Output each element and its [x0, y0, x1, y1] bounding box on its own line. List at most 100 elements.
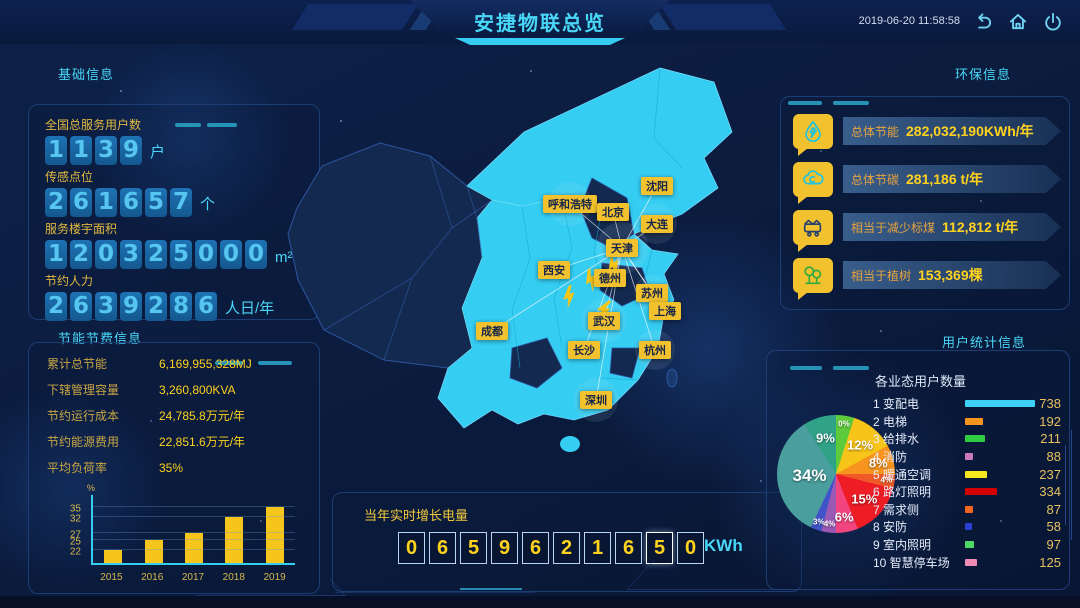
city-label: 杭州	[639, 341, 671, 359]
header-stripe	[659, 4, 787, 30]
legend-name: 8 安防	[873, 520, 908, 535]
pie-label: 34%	[792, 465, 827, 485]
decor-dash	[833, 101, 869, 105]
pie-label: 4%	[823, 519, 836, 529]
x-label: 2016	[141, 572, 164, 583]
energy-label: 累计总节能	[47, 357, 108, 371]
legend-row: 4 消防 88	[873, 448, 1061, 466]
digit-tile: 6	[120, 188, 142, 217]
city-label: 北京	[597, 203, 629, 221]
bar	[184, 533, 203, 563]
gridline	[93, 506, 295, 507]
digit-tile: 3	[95, 136, 117, 165]
pie-label: 3%	[813, 517, 825, 527]
env-value: 282,032,190KWh/年	[906, 123, 1034, 139]
legend-value: 87	[1046, 501, 1061, 517]
decor-dash	[833, 366, 869, 370]
power-icon[interactable]	[1042, 10, 1064, 32]
energy-value: 3,260,800KVA	[159, 382, 236, 397]
decor-dash	[790, 366, 822, 370]
china-map: 呼和浩特 沈阳 北京 大连 天津 西安 德州 苏州 上海 成都 武汉 长沙 杭州 深圳	[262, 48, 762, 478]
env-row: 总体节能 282,032,190KWh/年	[793, 107, 1061, 156]
growth-counter-frame	[332, 492, 802, 592]
map-borders-west	[323, 155, 493, 361]
digit-display: 2 6 3 9 2 8 6 人日/年	[45, 292, 319, 321]
x-axis-labels: 2015 2016 2017 2018 2019	[91, 572, 295, 583]
legend-color-bar	[965, 488, 997, 496]
city-label: 大连	[641, 215, 673, 233]
env-banner: 相当于植树 153,369棵	[843, 261, 1061, 289]
timestamp: 2019-06-20 11:58:58	[858, 15, 960, 27]
y-tick: 35	[69, 503, 81, 515]
digit-tile: 1	[45, 136, 67, 165]
energy-row: 下辖管理容量 3,260,800KVA	[47, 381, 309, 398]
growth-counter-label: 当年实时增长电量	[364, 508, 469, 523]
stat-unit: 人日/年	[225, 300, 275, 317]
digit-tile: 5	[646, 532, 673, 564]
digit-display: 1 2 0 3 2 5 0 0 0 m²	[45, 240, 319, 269]
digit-tile: 2	[145, 240, 167, 269]
digit-tile: 1	[70, 136, 92, 165]
digit-tile: 1	[95, 188, 117, 217]
tree-icon	[793, 257, 833, 300]
energy-drop-icon	[793, 113, 833, 156]
energy-value: 35%	[159, 460, 184, 475]
digit-tile: 5	[145, 188, 167, 217]
decor-dash	[788, 101, 822, 105]
back-icon[interactable]	[972, 10, 994, 32]
bar-plot	[91, 495, 295, 565]
digit-tile: 0	[245, 240, 267, 269]
stat-labor-saved: 节约人力 2 6 3 9 2 8 6 人日/年	[45, 272, 319, 321]
legend-value: 58	[1046, 519, 1061, 535]
legend-value: 88	[1046, 449, 1061, 465]
pie-label: 6%	[834, 509, 854, 525]
decor-dash	[460, 588, 522, 590]
x-label: 2019	[263, 572, 286, 583]
pie-label: 15%	[851, 491, 878, 507]
digit-tile: 2	[145, 292, 167, 321]
digit-tile: 9	[120, 292, 142, 321]
x-label: 2015	[100, 572, 123, 583]
city-label: 长沙	[568, 341, 600, 359]
energy-row: 节约运行成本 24,785.8万元/年	[47, 407, 309, 424]
digit-tile: 5	[460, 532, 487, 564]
home-icon[interactable]	[1007, 10, 1029, 32]
env-info-panel: 总体节能 282,032,190KWh/年 总体节碳 281,186 t/年	[780, 96, 1070, 310]
stat-label: 全国总服务用户数	[45, 118, 142, 132]
energy-row: 累计总节能 6,169,955,328MJ	[47, 355, 309, 372]
env-value: 281,186 t/年	[906, 171, 984, 187]
coal-cart-icon	[793, 209, 833, 252]
title-underline	[455, 38, 625, 45]
energy-value: 24,785.8万元/年	[159, 409, 246, 423]
env-banner: 总体节碳 281,186 t/年	[843, 165, 1061, 193]
digit-tile: 3	[95, 292, 117, 321]
decor-dash	[175, 123, 201, 127]
pie-label: 12%	[847, 437, 874, 453]
legend-name: 10 智慧停车场	[873, 555, 950, 570]
legend-color-bar	[965, 558, 977, 566]
stat-label: 传感点位	[45, 170, 94, 184]
digit-tile: 0	[95, 240, 117, 269]
decor-line	[335, 592, 535, 593]
digit-tile: 8	[170, 292, 192, 321]
decor-line	[179, 578, 347, 596]
decor-dash	[215, 361, 243, 365]
energy-label: 平均负荷率	[47, 461, 108, 475]
legend-value: 237	[1039, 466, 1061, 482]
stat-building-area: 服务楼宇面积 1 2 0 3 2 5 0 0 0 m²	[45, 220, 319, 269]
gridline	[93, 539, 295, 540]
stat-label: 节约人力	[45, 274, 94, 288]
digit-tile: 2	[45, 188, 67, 217]
legend-color-bar	[965, 470, 987, 478]
legend-name: 5 暖通空调	[873, 467, 932, 482]
title-background	[410, 0, 670, 36]
legend-name: 7 需求侧	[873, 502, 920, 517]
digit-tile: 1	[584, 532, 611, 564]
city-label: 深圳	[580, 391, 612, 409]
growth-counter-unit: KWh	[704, 536, 743, 555]
section-title-basic-info: 基础信息	[58, 67, 115, 82]
decor-line	[626, 560, 814, 590]
legend-row: 3 给排水 211	[873, 430, 1061, 448]
